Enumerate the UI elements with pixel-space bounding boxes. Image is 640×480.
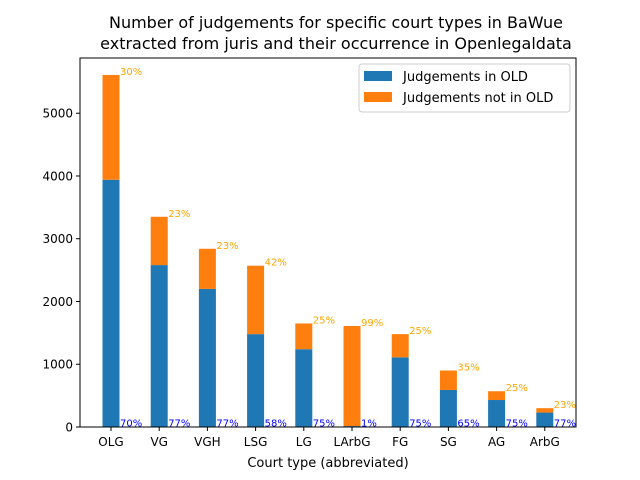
y-tick-label: 3000 — [42, 232, 73, 246]
legend-box — [358, 63, 571, 113]
x-tick-label: ArbG — [530, 435, 560, 449]
top-pct-label: 23% — [554, 400, 576, 411]
bar-in-old-arbg — [536, 412, 554, 427]
bar-in-old-lsg — [247, 334, 265, 427]
top-pct-label: 23% — [168, 209, 190, 220]
top-pct-label: 42% — [265, 258, 287, 269]
top-pct-label: 99% — [361, 318, 383, 329]
bar-not-in-old-sg — [439, 370, 457, 390]
chart-title-line-2: extracted from juris and their occurrenc… — [100, 34, 572, 53]
bar-in-old-ag — [488, 400, 506, 427]
x-tick-label: AG — [488, 435, 505, 449]
bar-in-old-fg — [391, 357, 409, 427]
bar-in-old-vgh — [198, 288, 216, 427]
legend: Judgements in OLD Judgements not in OLD — [358, 63, 571, 113]
top-pct-label: 25% — [506, 383, 528, 394]
bar-not-in-old-larbg — [343, 325, 361, 427]
x-tick-label: VGH — [194, 435, 221, 449]
plot-area: 30%70%OLG23%77%VG23%77%VGH42%58%LSG25%75… — [42, 57, 577, 449]
y-tick-label: 1000 — [42, 358, 73, 372]
x-tick-label: FG — [392, 435, 408, 449]
bar-not-in-old-ag — [488, 391, 506, 401]
top-pct-label: 23% — [216, 241, 238, 252]
bottom-pct-label: 77% — [216, 419, 238, 430]
top-pct-label: 35% — [457, 363, 479, 374]
bottom-pct-label: 58% — [265, 419, 287, 430]
bar-not-in-old-olg — [102, 74, 120, 180]
y-tick-label: 0 — [65, 421, 73, 435]
legend-swatch-not-in-old — [364, 92, 392, 102]
y-tick-label: 5000 — [42, 107, 73, 121]
bottom-pct-label: 70% — [120, 419, 142, 430]
bar-in-old-olg — [102, 179, 120, 427]
bar-not-in-old-vgh — [198, 248, 216, 289]
bar-in-old-vg — [150, 265, 168, 427]
bar-in-old-lg — [295, 349, 313, 427]
bottom-pct-label: 1% — [361, 419, 377, 430]
chart-title-line-1: Number of judgements for specific court … — [109, 13, 563, 32]
bottom-pct-label: 75% — [313, 419, 335, 430]
bar-not-in-old-vg — [150, 216, 168, 266]
bottom-pct-label: 65% — [457, 419, 479, 430]
top-pct-label: 25% — [409, 326, 431, 337]
bar-not-in-old-arbg — [536, 408, 554, 413]
x-tick-label: LArbG — [333, 435, 370, 449]
legend-label: Judgements not in OLD — [402, 91, 553, 106]
bottom-pct-label: 75% — [506, 419, 528, 430]
axes-frame — [79, 57, 577, 428]
x-tick-label: OLG — [98, 435, 123, 449]
y-tick-label: 4000 — [42, 169, 73, 183]
legend-label: Judgements in OLD — [402, 70, 528, 85]
bottom-pct-label: 77% — [168, 419, 190, 430]
bar-in-old-sg — [439, 389, 457, 427]
top-pct-label: 25% — [313, 315, 335, 326]
x-axis-label: Court type (abbreviated) — [247, 456, 408, 471]
top-pct-label: 30% — [120, 67, 142, 78]
x-tick-label: SG — [440, 435, 457, 449]
bar-not-in-old-lg — [295, 323, 313, 350]
legend-swatch-in-old — [364, 71, 392, 81]
bar-not-in-old-fg — [391, 334, 409, 358]
x-tick-label: VG — [150, 435, 168, 449]
bottom-pct-label: 77% — [554, 419, 576, 430]
y-tick-label: 2000 — [42, 295, 73, 309]
x-tick-label: LSG — [244, 435, 268, 449]
x-tick-label: LG — [296, 435, 312, 449]
bottom-pct-label: 75% — [409, 419, 431, 430]
bar-not-in-old-lsg — [247, 265, 265, 335]
